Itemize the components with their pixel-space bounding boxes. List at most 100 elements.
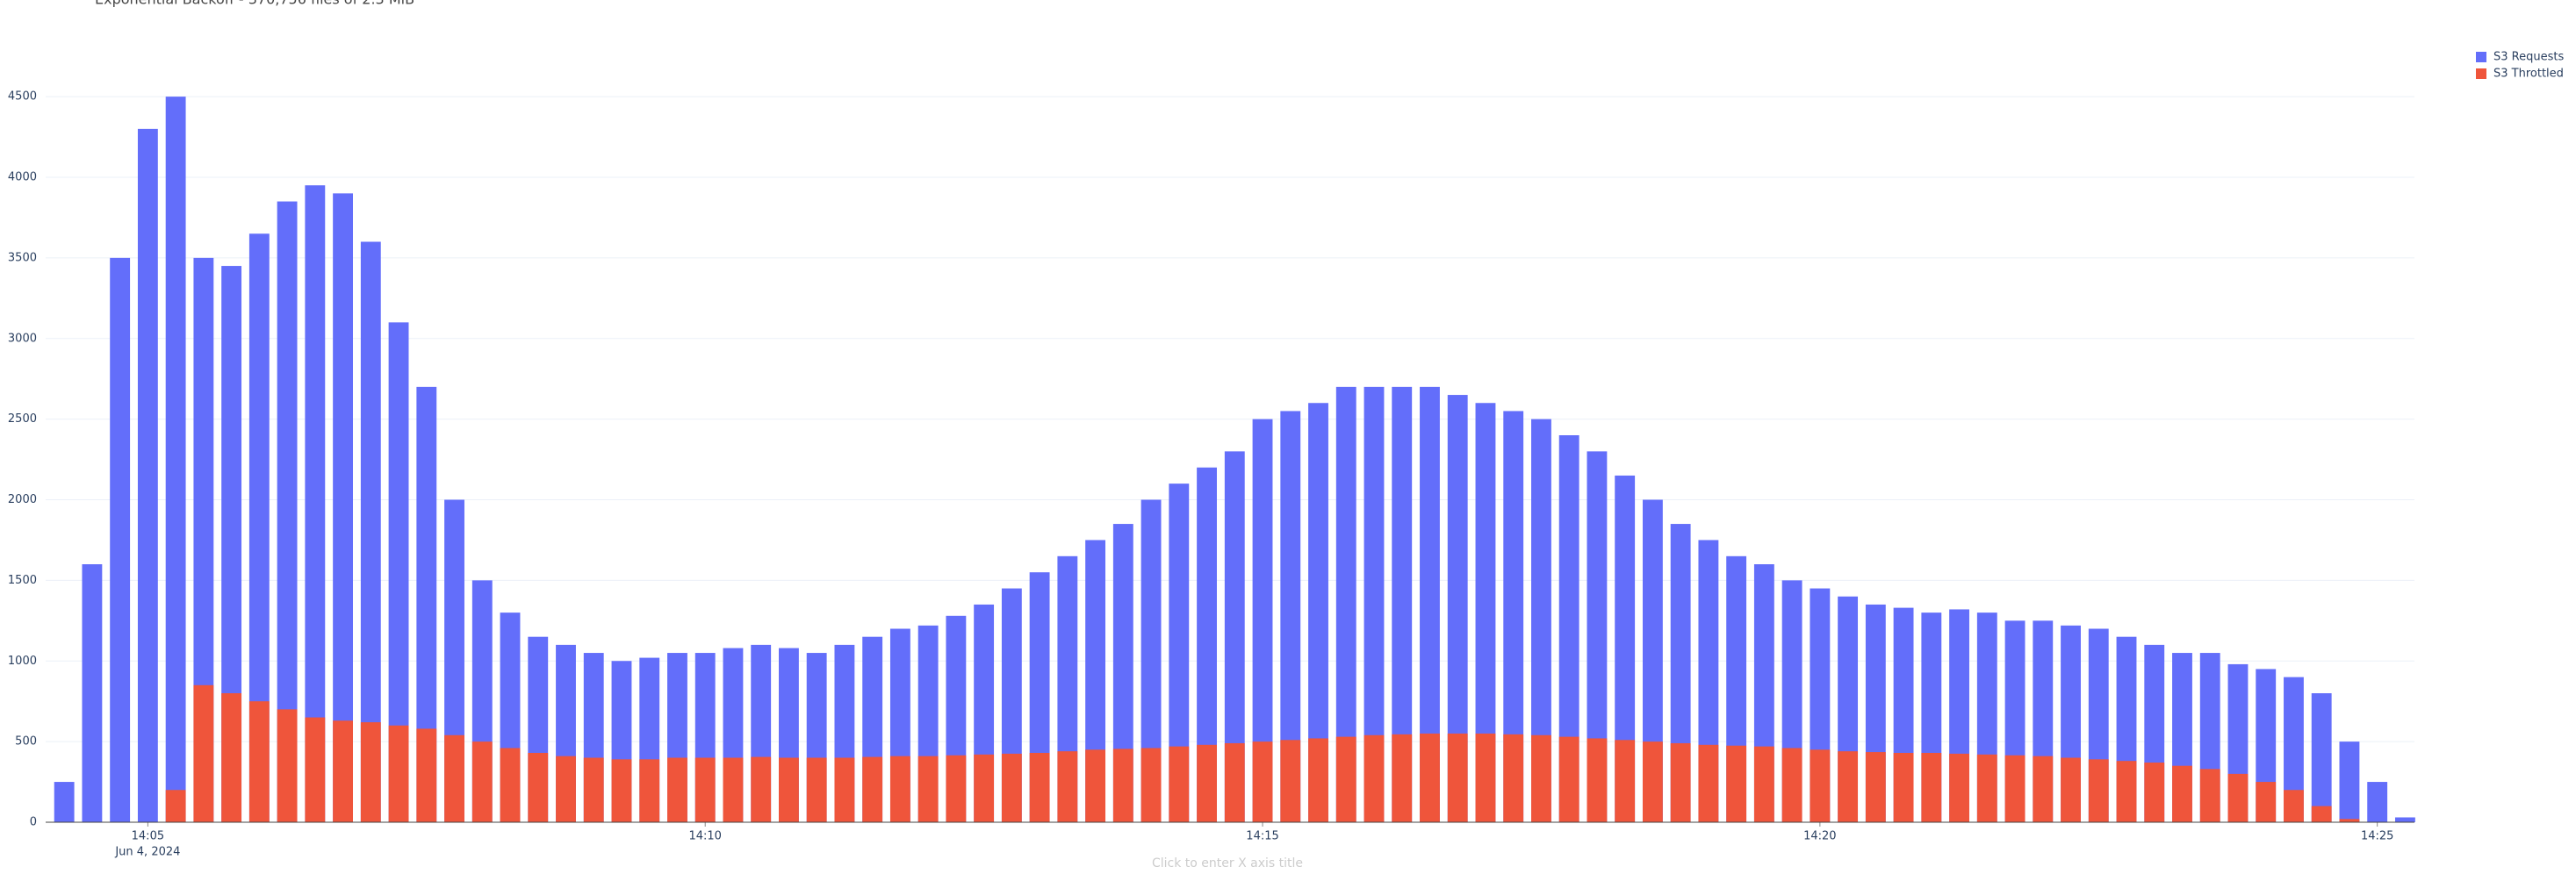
bar xyxy=(1558,435,1579,822)
bar xyxy=(221,693,242,822)
bar xyxy=(1475,733,1496,822)
y-tick-label: 3000 xyxy=(8,332,37,345)
bar xyxy=(333,720,353,822)
bar xyxy=(1252,419,1273,822)
bar xyxy=(500,748,521,822)
bar xyxy=(2227,773,2249,822)
bar xyxy=(1753,746,1774,822)
x-tick-label: 14:05 xyxy=(132,830,164,843)
y-tick-label: 2500 xyxy=(8,412,37,426)
bar xyxy=(1140,748,1162,822)
bar xyxy=(639,759,660,822)
bar xyxy=(54,782,75,822)
bar xyxy=(388,322,409,822)
legend-swatch xyxy=(2476,68,2486,79)
bar xyxy=(779,757,799,822)
bar xyxy=(1169,484,1190,822)
bar xyxy=(889,756,910,822)
x-axis-title[interactable]: Click to enter X axis title xyxy=(1152,856,1303,870)
bar xyxy=(333,193,353,822)
y-tick-label: 3500 xyxy=(8,251,37,264)
x-tick-label: 14:10 xyxy=(688,830,721,843)
bar xyxy=(471,741,493,822)
bar xyxy=(137,128,158,822)
bar xyxy=(862,756,883,822)
bar xyxy=(583,757,604,822)
bar xyxy=(1308,738,1328,822)
bar xyxy=(723,757,744,822)
bar xyxy=(193,684,214,822)
bar xyxy=(305,185,326,822)
bar xyxy=(1280,411,1301,822)
bar xyxy=(305,717,326,822)
bar xyxy=(360,241,381,822)
bar xyxy=(2199,769,2220,822)
bar xyxy=(2088,759,2109,822)
bar xyxy=(667,757,687,822)
bar xyxy=(2172,765,2192,822)
bar xyxy=(1558,736,1579,822)
bar xyxy=(165,790,186,822)
bar xyxy=(1001,753,1022,822)
bar xyxy=(1364,386,1385,822)
bar xyxy=(1865,752,1886,822)
bar xyxy=(416,386,437,822)
bar xyxy=(1726,745,1747,822)
bar xyxy=(1893,752,1914,822)
bar xyxy=(1085,749,1106,822)
bar xyxy=(1531,734,1551,822)
bar xyxy=(2004,755,2026,822)
bar xyxy=(1642,741,1663,822)
bar xyxy=(2339,741,2360,822)
x-tick-label: 14:20 xyxy=(1803,830,1836,843)
bar xyxy=(248,233,270,822)
bar xyxy=(1335,736,1356,822)
bar xyxy=(1335,386,1356,822)
bar xyxy=(1503,411,1524,822)
bar xyxy=(1112,749,1133,822)
bar xyxy=(1447,733,1468,822)
bar xyxy=(1615,475,1636,822)
bar xyxy=(165,97,186,822)
bar xyxy=(611,759,632,822)
bar xyxy=(2284,790,2304,822)
bar xyxy=(1949,753,1969,822)
bar xyxy=(221,266,242,822)
chart-title: Exponential Backoff - 370,756 files of 2… xyxy=(95,0,414,8)
bar xyxy=(1810,749,1831,822)
legend-label: S3 Throttled xyxy=(2493,68,2564,81)
bar xyxy=(806,757,827,822)
bar xyxy=(2144,763,2165,822)
x-tick-label: 14:25 xyxy=(2361,830,2393,843)
bar xyxy=(528,752,549,822)
y-tick-label: 4500 xyxy=(8,90,37,104)
bar xyxy=(1587,451,1608,822)
bar xyxy=(82,564,103,822)
bar xyxy=(751,756,772,822)
bar xyxy=(248,701,270,822)
bar xyxy=(1670,742,1691,822)
bar xyxy=(1392,734,1413,822)
bar xyxy=(277,709,298,822)
bar xyxy=(444,734,464,822)
bar xyxy=(1921,752,1942,822)
bar xyxy=(1475,403,1496,822)
legend-swatch xyxy=(2476,52,2486,62)
bar xyxy=(1252,741,1273,822)
bar xyxy=(1698,744,1719,822)
bar xyxy=(1447,395,1468,822)
bar xyxy=(2311,806,2332,822)
bar xyxy=(1615,740,1636,822)
bar xyxy=(1420,386,1440,822)
bar xyxy=(1057,751,1078,822)
bar xyxy=(1364,734,1385,822)
y-tick-label: 4000 xyxy=(8,171,37,184)
bar xyxy=(1029,752,1050,822)
bar xyxy=(1587,738,1608,822)
bar xyxy=(2061,757,2081,822)
y-tick-label: 0 xyxy=(30,816,37,829)
bar xyxy=(974,754,995,822)
bar xyxy=(2256,782,2277,822)
bar xyxy=(1140,499,1162,822)
bar xyxy=(416,728,437,822)
